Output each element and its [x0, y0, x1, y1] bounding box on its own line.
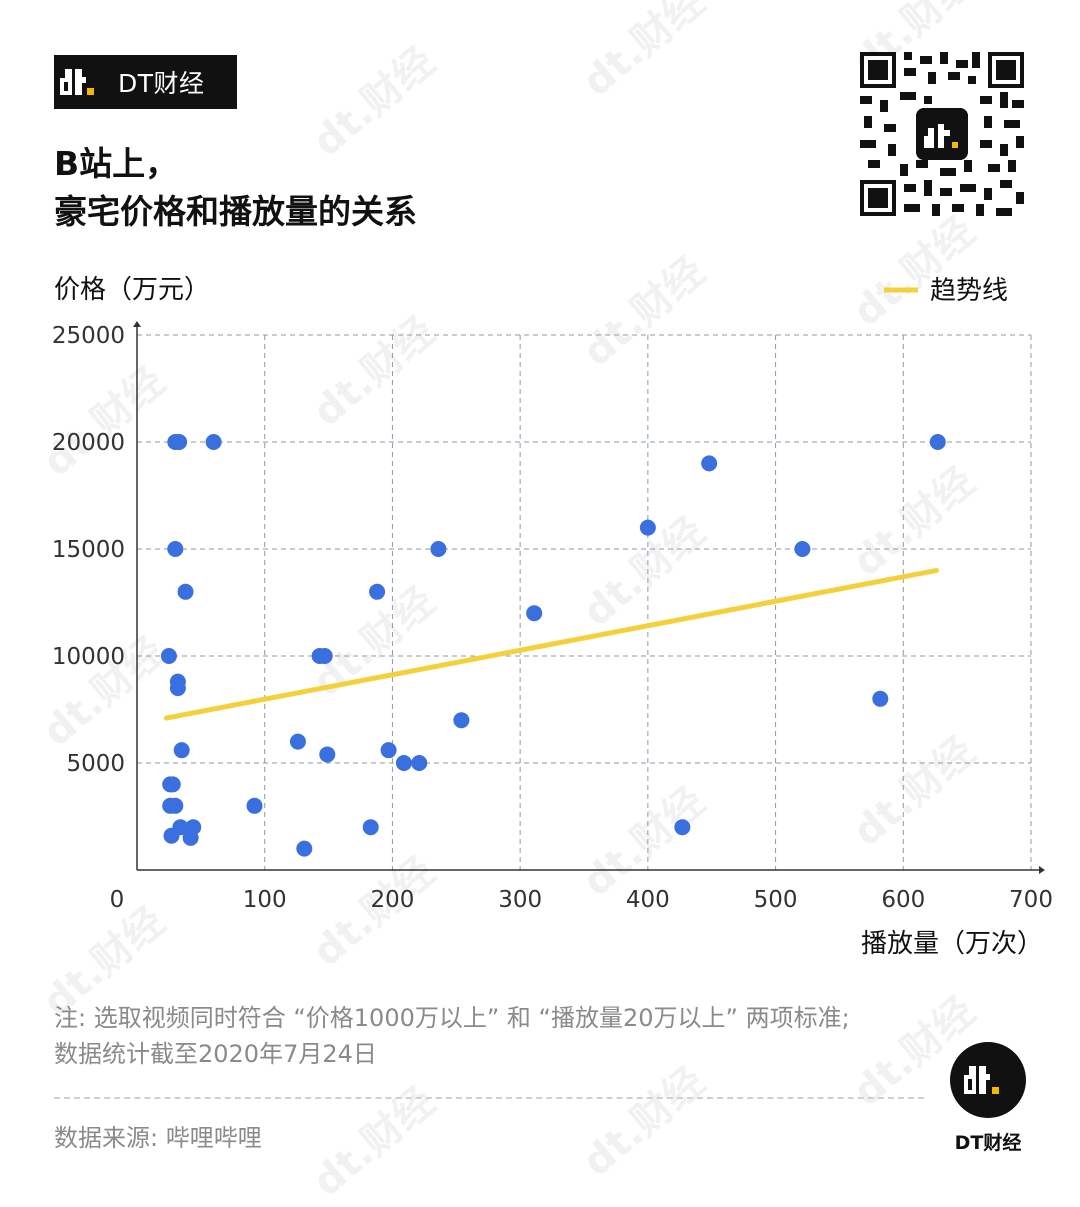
data-point	[169, 680, 186, 697]
x-axis-arrow	[1039, 866, 1045, 874]
data-point	[182, 829, 199, 846]
y-tick-label: 10000	[52, 644, 125, 670]
title-line-1: B站上，	[54, 144, 179, 183]
data-point	[171, 434, 188, 450]
data-point	[160, 648, 177, 664]
point-layer	[160, 434, 946, 857]
x-tick-label: 700	[1009, 887, 1053, 913]
data-point	[674, 819, 691, 836]
legend: 趋势线	[884, 276, 1008, 306]
data-point	[411, 755, 428, 771]
data-point	[164, 776, 181, 793]
data-point	[296, 840, 313, 857]
scatter-chart: 0 100 200 300 400 500 600 700 5000 10000 15000 2000…	[52, 275, 1053, 959]
y-tick-label: 15000	[52, 537, 125, 563]
footnote-line-2: 数据统计截至2020年7月24日	[54, 1040, 377, 1068]
x-tick-label: 400	[626, 887, 670, 913]
x-tick-label: 0	[110, 887, 125, 913]
data-point	[246, 797, 263, 814]
footnote-line-1: 注: 选取视频同时符合 “价格1000万以上” 和 “播放量20万以上” 两项标…	[54, 1004, 850, 1032]
y-tick-label: 20000	[52, 430, 125, 456]
trendline-layer	[163, 567, 939, 721]
qr-code-icon	[860, 52, 1024, 216]
data-source: 数据来源: 哔哩哔哩	[54, 1124, 262, 1152]
x-tick-label: 600	[881, 887, 925, 913]
data-point	[872, 690, 889, 707]
divider	[54, 1097, 924, 1099]
trendline	[163, 567, 939, 721]
data-point	[453, 712, 470, 729]
y-tick-label: 25000	[52, 323, 125, 349]
data-point	[430, 541, 447, 557]
data-point	[177, 583, 194, 600]
data-point	[167, 541, 184, 557]
data-point	[163, 827, 180, 844]
data-point	[701, 455, 718, 472]
brand-badge: DT财经	[54, 55, 237, 109]
data-point	[205, 434, 222, 450]
axis-layer	[133, 321, 1045, 874]
data-point	[319, 746, 336, 763]
data-point	[395, 755, 412, 771]
grid-layer	[137, 334, 1032, 870]
data-point	[380, 742, 397, 759]
data-point	[173, 742, 190, 759]
data-point	[639, 519, 656, 536]
data-point	[369, 583, 386, 600]
dt-logo-icon	[60, 69, 94, 95]
legend-trend-label: 趋势线	[930, 276, 1008, 306]
y-axis-label: 价格（万元）	[54, 275, 210, 305]
y-axis-arrow	[133, 321, 141, 327]
page-title: B站上， 豪宅价格和播放量的关系	[54, 140, 417, 236]
footer-brand-name: DT财经	[954, 1132, 1022, 1154]
tick-labels: 0 100 200 300 400 500 600 700 5000 10000 15000 2000…	[52, 323, 1053, 913]
data-point	[316, 648, 333, 664]
x-tick-label: 100	[243, 887, 287, 913]
x-tick-label: 500	[754, 887, 798, 913]
x-tick-label: 300	[498, 887, 542, 913]
data-point	[167, 797, 184, 814]
data-point	[362, 819, 379, 836]
title-line-2: 豪宅价格和播放量的关系	[54, 192, 417, 231]
x-tick-label: 200	[370, 887, 414, 913]
dt-circle-logo-icon	[950, 1042, 1026, 1118]
data-point	[526, 605, 543, 622]
data-point	[929, 434, 946, 450]
y-tick-label: 5000	[66, 751, 125, 777]
data-point	[794, 541, 811, 557]
brand-name: DT财经	[118, 69, 205, 98]
data-point	[289, 733, 306, 750]
x-axis-label: 播放量（万次）	[861, 929, 1043, 959]
footnote: 注: 选取视频同时符合 “价格1000万以上” 和 “播放量20万以上” 两项标…	[54, 1000, 850, 1072]
